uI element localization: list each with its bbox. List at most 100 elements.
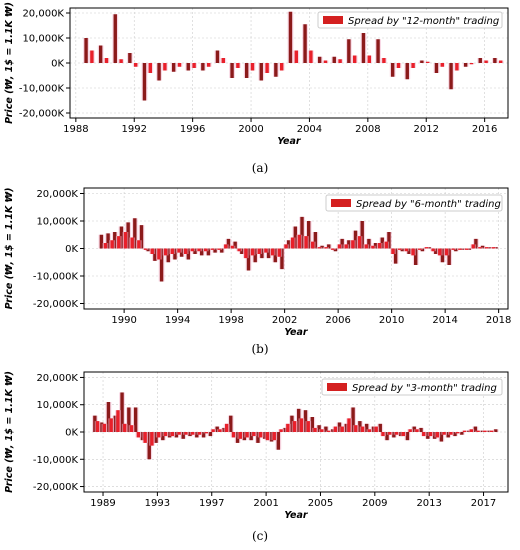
y-tick-label: -20,000K	[33, 299, 79, 310]
bar	[371, 245, 375, 249]
bar	[469, 63, 474, 65]
bar	[153, 248, 157, 261]
bar	[208, 432, 213, 437]
bar	[377, 243, 382, 249]
bar	[297, 234, 302, 249]
bar	[104, 58, 109, 63]
panel-a-legend: Spread by "12-month" trading	[317, 11, 503, 29]
bar	[353, 55, 357, 63]
bar	[211, 429, 215, 432]
bar	[471, 244, 475, 249]
bar	[347, 418, 351, 432]
bar	[367, 238, 371, 249]
bar	[455, 63, 459, 71]
legend-patch	[327, 383, 347, 391]
y-tick-label: -10,000K	[33, 455, 79, 466]
bar	[439, 432, 444, 442]
bar	[331, 248, 335, 250]
bar	[408, 429, 412, 432]
bar	[274, 63, 278, 77]
bar	[236, 63, 240, 68]
bar	[484, 247, 489, 249]
bar	[442, 432, 446, 435]
bar	[284, 244, 288, 249]
bar	[401, 432, 406, 437]
bar	[123, 232, 128, 249]
bar	[340, 426, 344, 432]
panel-a: -20,000K -10,000K 0K 10,000K 20,000K 1988 1992…	[4, 2, 509, 175]
legend-box	[321, 378, 503, 396]
bar	[317, 56, 322, 63]
bar	[201, 432, 206, 438]
y-tick-label: 0K	[51, 59, 64, 70]
bar	[414, 248, 418, 265]
bar	[215, 50, 220, 63]
bar	[213, 248, 217, 253]
y-tick-label: -20,000K	[19, 109, 65, 120]
y-tick-label: 0K	[65, 244, 78, 255]
bar	[364, 244, 368, 249]
bar	[478, 58, 482, 63]
bar	[157, 248, 161, 260]
bar	[447, 248, 451, 265]
bar	[351, 240, 355, 249]
bar	[226, 238, 231, 249]
x-tick-label: 2004	[297, 124, 322, 135]
x-tick-label: 2000	[238, 124, 263, 135]
x-axis-title: Year	[284, 327, 309, 338]
y-axis-title: Price (₩, 1$ = 1.1K ₩)	[4, 2, 15, 124]
bar	[192, 63, 196, 68]
bar	[347, 39, 351, 63]
bar	[230, 245, 235, 249]
panel-c-legend: Spread by "3-month" trading	[321, 378, 503, 396]
bar	[422, 432, 426, 437]
y-tick-label: -10,000K	[33, 272, 79, 283]
bar	[230, 63, 234, 78]
legend-patch	[323, 16, 343, 24]
x-tick-label: 1998	[218, 315, 243, 326]
bar	[424, 247, 429, 249]
bar	[361, 33, 366, 63]
x-axis-title: Year	[277, 136, 302, 147]
bar	[265, 63, 269, 73]
bar	[224, 423, 229, 432]
bar	[390, 63, 395, 77]
x-tick-label: 1990	[111, 315, 136, 326]
bar	[476, 430, 480, 432]
bar	[210, 248, 215, 250]
bar	[148, 63, 152, 73]
bar	[171, 63, 176, 72]
bar	[197, 432, 202, 435]
bar	[320, 429, 324, 432]
bar	[277, 248, 281, 257]
bar	[186, 63, 190, 71]
bar	[435, 432, 440, 438]
legend-box	[325, 194, 503, 212]
bar	[411, 63, 415, 68]
bar	[360, 426, 365, 432]
bar	[184, 432, 188, 435]
bar	[84, 38, 88, 63]
bar	[143, 432, 147, 443]
panel-label: (c)	[252, 529, 268, 543]
x-tick-label: 2018	[486, 315, 511, 326]
bar	[463, 63, 468, 67]
legend-text: Spread by "12-month" trading	[348, 16, 499, 27]
bar	[438, 248, 442, 256]
x-tick-label: 2016	[472, 124, 497, 135]
bar	[391, 248, 395, 254]
bar	[217, 248, 221, 250]
bar	[191, 432, 195, 435]
bar	[290, 237, 295, 249]
bar	[207, 63, 211, 67]
bar	[440, 63, 444, 67]
bar	[306, 421, 310, 432]
x-axis-title: Year	[284, 510, 309, 521]
bar	[460, 432, 464, 435]
bar	[163, 248, 168, 256]
bar	[473, 426, 478, 432]
bar	[143, 248, 148, 250]
bar	[250, 63, 255, 71]
y-axis-title: Price (₩, 1$ = 1.1K ₩)	[4, 371, 15, 493]
bar	[376, 39, 380, 63]
